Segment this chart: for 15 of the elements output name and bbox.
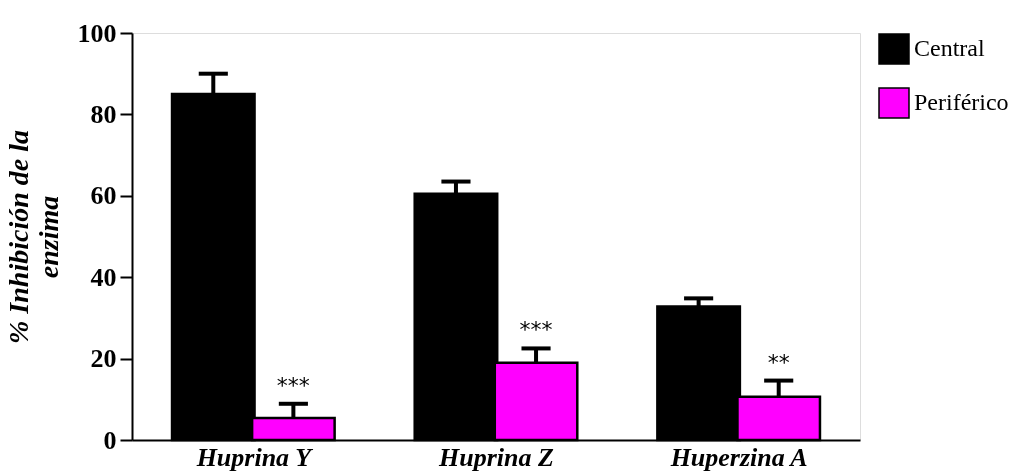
y-tick-label: 20: [90, 344, 117, 374]
y-tick-label: 40: [90, 262, 117, 292]
legend-label: Central: [914, 35, 985, 61]
x-tick-label: Huprina Y: [195, 442, 314, 472]
x-tick-label: Huperzina A: [669, 442, 808, 472]
y-axis-title: % Inhibición de la enzima: [2, 130, 64, 344]
y-tick-label: 60: [90, 181, 117, 211]
annotation: ***: [519, 317, 553, 343]
legend-label: Periférico: [914, 89, 1009, 115]
annotation: ***: [276, 372, 310, 398]
y-tick-label: 0: [103, 425, 117, 455]
x-tick-label: Huprina Z: [438, 442, 555, 472]
y-tick-label: 80: [90, 99, 117, 129]
y-tick-label: 100: [77, 18, 117, 48]
annotation: **: [767, 349, 790, 375]
